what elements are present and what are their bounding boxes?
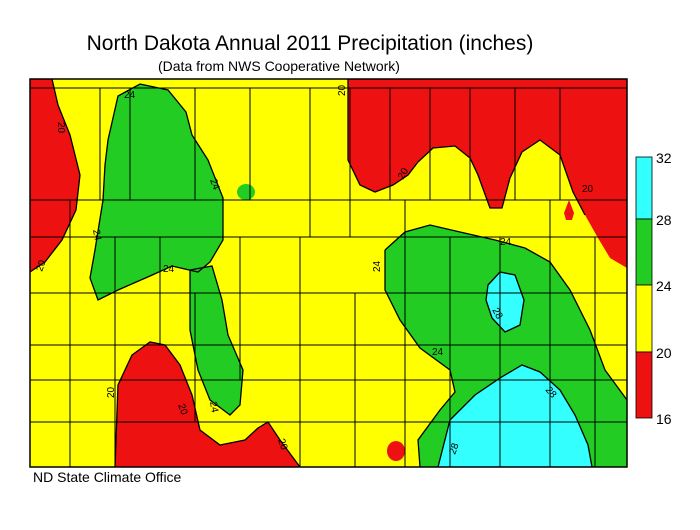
red-zone-north (348, 79, 627, 268)
legend-colorbar (635, 156, 653, 419)
cyan-zone-southeast (438, 365, 592, 467)
contour-label: 24 (372, 260, 383, 272)
red-zone-southwest (115, 342, 300, 467)
contour-label: 24 (500, 237, 512, 248)
contour-label: 24 (90, 229, 103, 242)
map-title: North Dakota Annual 2011 Precipitation (… (86, 32, 534, 55)
contour-label: 24 (207, 401, 220, 414)
red-zone-west (30, 79, 80, 272)
legend-band-16-20 (635, 351, 653, 419)
contour-label: 24 (207, 177, 221, 192)
contour-label: 20 (34, 258, 48, 273)
source-credit: ND State Climate Office (33, 469, 182, 485)
contour-label: 20 (582, 184, 594, 195)
legend-band-24-28 (635, 218, 653, 286)
green-zone-central (190, 266, 243, 415)
contour-label: 20 (396, 166, 411, 182)
contour-lines (29, 78, 628, 468)
contour-label: 20 (337, 84, 348, 96)
map-subtitle: (Data from NWS Cooperative Network) (158, 58, 400, 74)
legend-band-20-24 (635, 284, 653, 353)
cyan-zone-east-upper (486, 272, 524, 332)
contour-label: 20 (55, 122, 66, 134)
contour-label: 28 (489, 306, 504, 322)
contour-label: 28 (447, 441, 461, 456)
legend-tick: 24 (656, 278, 672, 294)
red-spot-east (564, 200, 574, 220)
legend-tick: 32 (656, 150, 672, 166)
legend-band-28-32 (635, 156, 653, 220)
county-lines (30, 87, 627, 467)
legend-tick: 16 (656, 411, 672, 427)
contour-label: 24 (163, 264, 175, 275)
contour-label: 24 (124, 90, 136, 101)
contour-label: 24 (432, 347, 444, 358)
green-zone-northwest (90, 84, 223, 300)
contour-label: 20 (175, 402, 189, 417)
legend-tick: 20 (656, 345, 672, 361)
state-border (29, 78, 628, 468)
legend-tick: 28 (656, 212, 672, 228)
contour-label: 20 (275, 437, 289, 452)
green-spot-small (237, 184, 255, 200)
contour-label: 20 (106, 386, 117, 398)
red-spot-south (387, 441, 405, 461)
